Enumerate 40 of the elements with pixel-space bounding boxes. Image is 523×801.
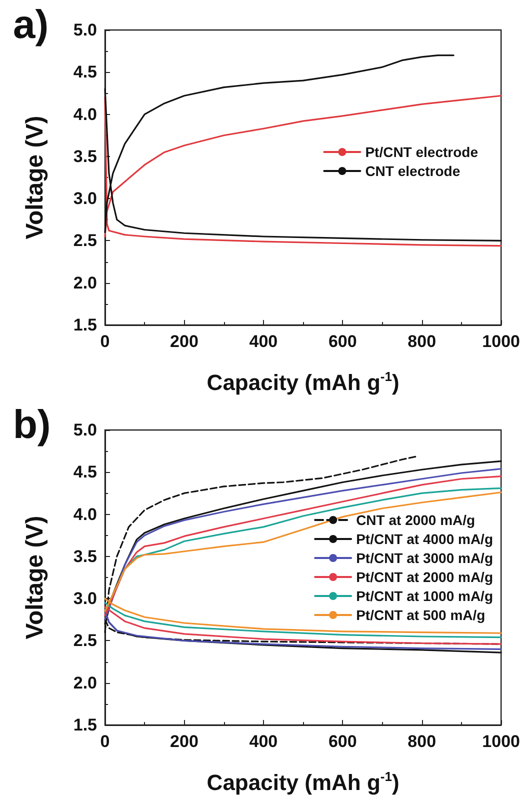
- y-tick-label: 4.5: [73, 462, 97, 482]
- y-tick-label: 1.5: [73, 716, 97, 734]
- chart-title: b): [13, 403, 51, 447]
- y-tick-label: 5.0: [73, 20, 97, 40]
- x-tick-label: 200: [170, 332, 198, 351]
- legend-label: Pt/CNT at 1000 mA/g: [356, 588, 494, 604]
- legend-label: CNT at 2000 mA/g: [356, 512, 476, 528]
- x-tick-label: 400: [249, 332, 278, 351]
- chart-title: a): [13, 3, 49, 47]
- y-tick-label: 2.0: [73, 673, 97, 692]
- x-tick-label: 400: [249, 732, 278, 751]
- y-tick-label: 2.0: [73, 273, 97, 292]
- y-tick-label: 1.5: [73, 316, 97, 334]
- y-tick-label: 4.0: [73, 504, 97, 524]
- y-tick-label: 2.5: [73, 231, 97, 250]
- x-tick-label: 600: [328, 332, 357, 351]
- x-tick-label: 800: [408, 332, 436, 351]
- y-tick-label: 3.5: [73, 546, 97, 566]
- legend-label: Pt/CNT at 500 mA/g: [356, 607, 486, 623]
- x-tick-label: 1000: [482, 732, 520, 751]
- y-axis-title: Voltage (V): [22, 516, 48, 640]
- y-tick-label: 3.5: [73, 146, 97, 166]
- y-tick-label: 3.0: [73, 189, 97, 208]
- legend-label: Pt/CNT at 4000 mA/g: [356, 531, 494, 547]
- y-tick-label: 2.5: [73, 631, 97, 650]
- x-tick-label: 0: [100, 332, 110, 351]
- x-tick-label: 0: [100, 732, 110, 751]
- y-axis-title: Voltage (V): [22, 116, 48, 240]
- legend-label: Pt/CNT electrode: [365, 144, 478, 160]
- legend-label: Pt/CNT at 3000 mA/g: [356, 550, 494, 566]
- y-tick-label: 5.0: [73, 420, 97, 440]
- x-tick-label: 600: [328, 732, 357, 751]
- y-tick-label: 4.5: [73, 62, 97, 82]
- legend-label: Pt/CNT at 2000 mA/g: [356, 569, 494, 585]
- x-tick-label: 1000: [482, 332, 520, 351]
- y-tick-label: 3.0: [73, 589, 97, 608]
- x-tick-label: 800: [408, 732, 436, 751]
- x-tick-label: 200: [170, 732, 198, 751]
- legend-label: CNT electrode: [365, 163, 460, 179]
- y-tick-label: 4.0: [73, 104, 97, 124]
